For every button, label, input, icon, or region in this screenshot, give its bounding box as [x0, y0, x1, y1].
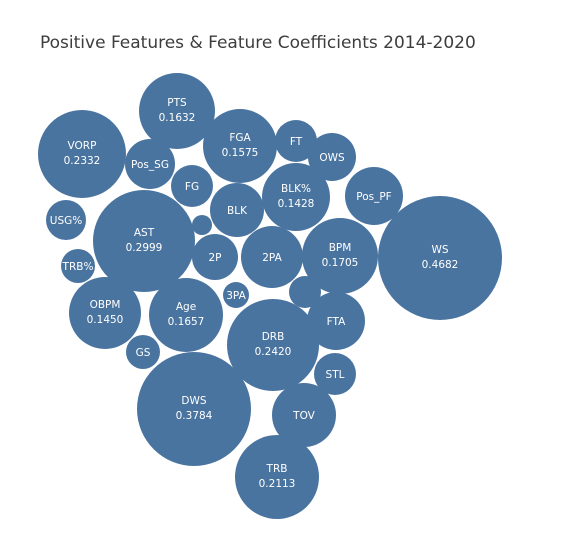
- bubble-value-label: 0.1450: [87, 314, 124, 326]
- bubble-name-label: Pos_PF: [356, 191, 391, 203]
- bubble-circle[interactable]: [69, 277, 141, 349]
- bubble-name-label: TRB: [266, 463, 288, 475]
- bubble-name-label: BLK: [227, 205, 248, 217]
- bubble-ft[interactable]: FT: [275, 120, 317, 162]
- bubble-circle[interactable]: [210, 183, 264, 237]
- bubble-trb-pct[interactable]: TRB%: [61, 249, 95, 283]
- bubble-circle[interactable]: [275, 120, 317, 162]
- bubble-bpm[interactable]: BPM 0.1705: [302, 218, 378, 294]
- bubble-name-label: BPM: [329, 242, 352, 254]
- bubble-circle[interactable]: [241, 226, 303, 288]
- bubble-name-label: 3PA: [226, 290, 246, 302]
- bubble-usg-pct[interactable]: USG%: [46, 200, 86, 240]
- bubble-name-label: OWS: [319, 152, 345, 164]
- bubble-name-label: Age: [176, 301, 196, 313]
- bubble-value-label: 0.3784: [176, 410, 213, 422]
- bubble-dws[interactable]: DWS 0.3784: [137, 352, 251, 466]
- bubble-3pa[interactable]: 3PA: [223, 282, 249, 308]
- bubble-value-label: 0.2420: [255, 346, 292, 358]
- bubble-circle[interactable]: [126, 335, 160, 369]
- bubble-name-label: OBPM: [90, 299, 121, 311]
- bubble-value-label: 0.1657: [168, 316, 205, 328]
- bubble-circle[interactable]: [314, 353, 356, 395]
- bubble-name-label: 2PA: [262, 252, 282, 264]
- bubble-2p[interactable]: 2P: [192, 234, 238, 280]
- bubble-circle[interactable]: [192, 215, 212, 235]
- bubble-vorp[interactable]: VORP 0.2332: [38, 110, 126, 198]
- bubble-ows[interactable]: OWS: [308, 133, 356, 181]
- bubble-circle[interactable]: [272, 383, 336, 447]
- bubble-value-label: 0.1705: [322, 257, 359, 269]
- bubble-name-label: FG: [185, 181, 199, 193]
- bubble-tov[interactable]: TOV: [272, 383, 336, 447]
- bubble-name-label: BLK%: [281, 183, 311, 195]
- bubble-gs[interactable]: GS: [126, 335, 160, 369]
- bubble-stl[interactable]: STL: [314, 353, 356, 395]
- bubble-circle[interactable]: [192, 234, 238, 280]
- bubble-circle[interactable]: [46, 200, 86, 240]
- bubble-circle[interactable]: [235, 435, 319, 519]
- bubble-circle[interactable]: [125, 139, 175, 189]
- bubble-name-label: WS: [431, 244, 448, 256]
- bubble-name-label: DRB: [262, 331, 285, 343]
- bubble-value-label: 0.1632: [159, 112, 196, 124]
- bubble-circle[interactable]: [345, 167, 403, 225]
- bubble-name-label: GS: [136, 347, 151, 359]
- bubble-value-label: 0.2999: [126, 242, 163, 254]
- bubble-fg[interactable]: FG: [171, 165, 213, 207]
- bubble-name-label: 2P: [208, 252, 221, 264]
- bubble-circle[interactable]: [307, 292, 365, 350]
- bubble-unlabeled-27[interactable]: [192, 215, 212, 235]
- bubble-unlabeled-28[interactable]: [289, 276, 321, 308]
- bubble-pos-pf[interactable]: Pos_PF: [345, 167, 403, 225]
- bubble-2pa[interactable]: 2PA: [241, 226, 303, 288]
- bubble-circle[interactable]: [302, 218, 378, 294]
- bubble-circle[interactable]: [289, 276, 321, 308]
- bubble-name-label: AST: [134, 227, 155, 239]
- bubble-value-label: 0.1428: [278, 198, 315, 210]
- bubble-circle[interactable]: [61, 249, 95, 283]
- bubble-name-label: FGA: [229, 132, 251, 144]
- bubble-obpm[interactable]: OBPM 0.1450: [69, 277, 141, 349]
- bubble-circle[interactable]: [262, 163, 330, 231]
- bubble-circle[interactable]: [137, 352, 251, 466]
- bubble-circle[interactable]: [308, 133, 356, 181]
- bubble-name-label: TRB%: [62, 261, 94, 273]
- bubble-circle[interactable]: [38, 110, 126, 198]
- bubble-circle[interactable]: [139, 73, 215, 149]
- bubble-pts[interactable]: PTS 0.1632: [139, 73, 215, 149]
- bubble-circle[interactable]: [171, 165, 213, 207]
- bubble-name-label: VORP: [68, 140, 97, 152]
- bubble-name-label: STL: [326, 369, 345, 381]
- bubble-circle[interactable]: [378, 196, 502, 320]
- bubble-blk[interactable]: BLK: [210, 183, 264, 237]
- bubble-pos-sg[interactable]: Pos_SG: [125, 139, 175, 189]
- bubble-circle[interactable]: [203, 109, 277, 183]
- bubble-value-label: 0.1575: [222, 147, 259, 159]
- bubble-circle[interactable]: [149, 278, 223, 352]
- bubble-name-label: FTA: [327, 316, 346, 328]
- bubble-circle[interactable]: [223, 282, 249, 308]
- bubble-value-label: 0.4682: [422, 259, 459, 271]
- bubble-circle[interactable]: [227, 299, 319, 391]
- bubble-blk-pct[interactable]: BLK% 0.1428: [262, 163, 330, 231]
- chart-title: Positive Features & Feature Coefficients…: [40, 33, 476, 53]
- bubble-name-label: TOV: [292, 410, 315, 422]
- bubble-value-label: 0.2113: [259, 478, 296, 490]
- bubble-value-label: 0.2332: [64, 155, 101, 167]
- bubble-ast[interactable]: AST 0.2999: [93, 190, 195, 292]
- bubble-circle[interactable]: [93, 190, 195, 292]
- bubble-name-label: PTS: [167, 97, 187, 109]
- bubble-drb[interactable]: DRB 0.2420: [227, 299, 319, 391]
- bubble-name-label: FT: [290, 136, 303, 148]
- bubble-trb[interactable]: TRB 0.2113: [235, 435, 319, 519]
- bubble-fta[interactable]: FTA: [307, 292, 365, 350]
- bubble-fga[interactable]: FGA 0.1575: [203, 109, 277, 183]
- bubble-name-label: Pos_SG: [131, 159, 169, 171]
- bubble-name-label: USG%: [50, 215, 82, 227]
- bubble-name-label: DWS: [181, 395, 206, 407]
- bubble-ws[interactable]: WS 0.4682: [378, 196, 502, 320]
- bubble-age[interactable]: Age 0.1657: [149, 278, 223, 352]
